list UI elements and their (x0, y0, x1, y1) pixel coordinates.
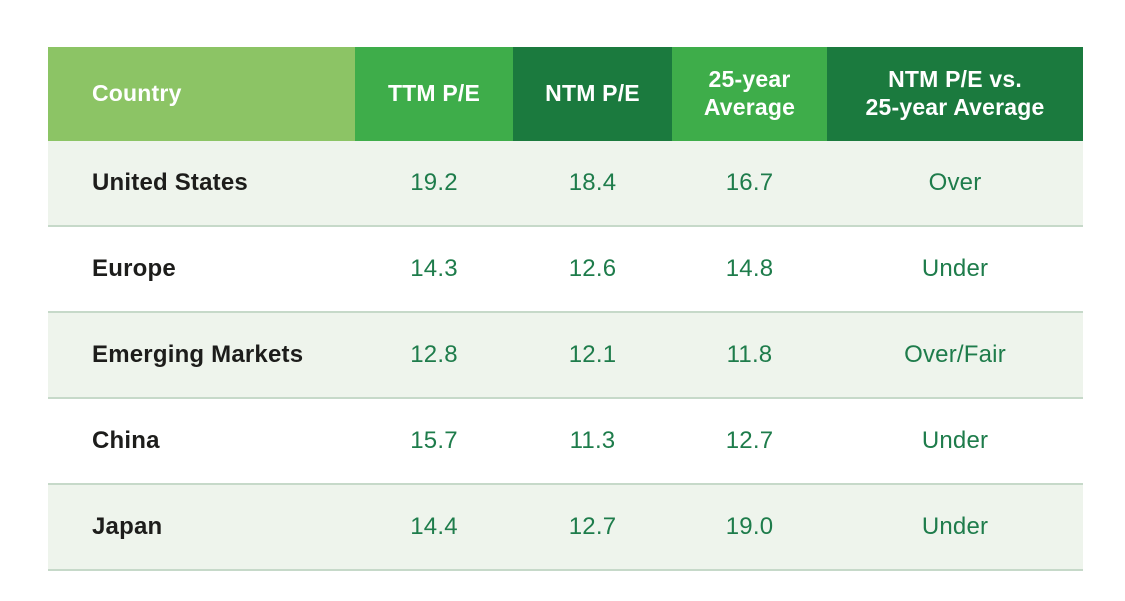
cell-ntm-pe: 11.3 (513, 398, 672, 485)
cell-25-year-average: 19.0 (672, 484, 827, 571)
table-row-united-states: United States 19.2 18.4 16.7 Over (48, 141, 1083, 227)
cell-ttm-pe: 14.3 (355, 226, 513, 313)
cell-ttm-pe: 15.7 (355, 398, 513, 485)
header-ntm-vs-average: NTM P/E vs. 25-year Average (827, 47, 1083, 141)
cell-ntm-vs-average: Under (827, 484, 1083, 571)
cell-ntm-vs-average: Over (827, 141, 1083, 227)
cell-ttm-pe: 14.4 (355, 484, 513, 571)
table-row-emerging-markets: Emerging Markets 12.8 12.1 11.8 Over/Fai… (48, 312, 1083, 399)
header-ntm-pe: NTM P/E (513, 47, 672, 141)
cell-country: Emerging Markets (48, 312, 355, 399)
table-row-china: China 15.7 11.3 12.7 Under (48, 398, 1083, 485)
cell-country: China (48, 398, 355, 485)
cell-ntm-pe: 12.7 (513, 484, 672, 571)
cell-country: Europe (48, 226, 355, 313)
cell-25-year-average: 14.8 (672, 226, 827, 313)
cell-ntm-pe: 12.1 (513, 312, 672, 399)
header-ttm-pe: TTM P/E (355, 47, 513, 141)
pe-valuation-table: Country TTM P/E NTM P/E 25-year Average … (48, 47, 1083, 571)
table-row-japan: Japan 14.4 12.7 19.0 Under (48, 484, 1083, 571)
cell-country: United States (48, 141, 355, 227)
table-row-europe: Europe 14.3 12.6 14.8 Under (48, 226, 1083, 313)
cell-25-year-average: 11.8 (672, 312, 827, 399)
cell-25-year-average: 12.7 (672, 398, 827, 485)
header-25-year-average: 25-year Average (672, 47, 827, 141)
cell-ntm-vs-average: Under (827, 398, 1083, 485)
cell-ttm-pe: 12.8 (355, 312, 513, 399)
cell-25-year-average: 16.7 (672, 141, 827, 227)
header-row: Country TTM P/E NTM P/E 25-year Average … (48, 47, 1083, 141)
header-country: Country (48, 47, 355, 141)
cell-country: Japan (48, 484, 355, 571)
cell-ntm-pe: 12.6 (513, 226, 672, 313)
cell-ntm-pe: 18.4 (513, 141, 672, 227)
cell-ttm-pe: 19.2 (355, 141, 513, 227)
cell-ntm-vs-average: Over/Fair (827, 312, 1083, 399)
cell-ntm-vs-average: Under (827, 226, 1083, 313)
